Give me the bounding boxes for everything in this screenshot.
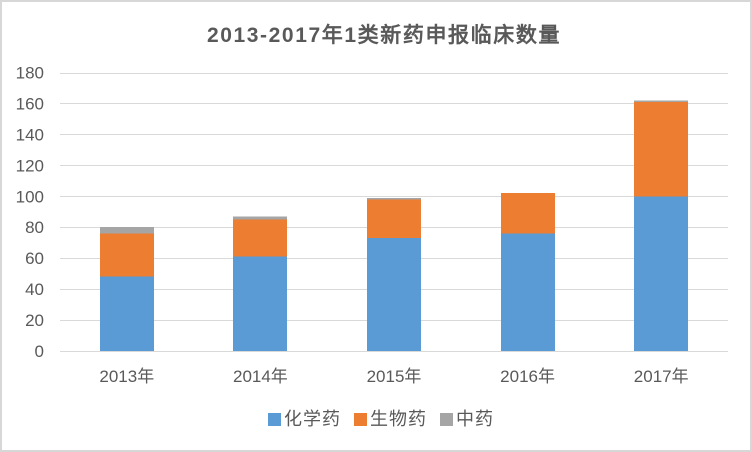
y-axis-label: 40 (25, 280, 44, 299)
bar-segment-2017年-生物药 (634, 101, 688, 197)
bar-segment-2014年-中药 (233, 216, 287, 220)
bar-segment-2014年-化学药 (233, 256, 287, 351)
bar-segment-2013年-化学药 (100, 276, 154, 351)
bar-segment-2015年-生物药 (367, 199, 421, 239)
legend-label-biological: 生物药 (370, 409, 427, 429)
y-axis-label: 120 (16, 156, 44, 175)
legend-label-chemical: 化学药 (284, 409, 341, 429)
legend-swatch-chemical (268, 412, 281, 426)
y-axis-label: 140 (16, 125, 44, 144)
bar-segment-2013年-生物药 (100, 233, 154, 277)
bar-segment-2017年-中药 (634, 100, 688, 102)
x-axis-label: 2013年 (99, 367, 154, 386)
bar-segment-2015年-化学药 (367, 238, 421, 351)
legend-swatch-biological (354, 412, 367, 426)
y-axis-label: 160 (16, 94, 44, 113)
legend-swatch-tcm (440, 412, 453, 426)
y-axis-label: 100 (16, 187, 44, 206)
chart-title: 2013-2017年1类新药申报临床数量 (206, 24, 562, 47)
x-axis-label: 2015年 (367, 367, 422, 386)
legend-item-biological: 生物药 (354, 406, 427, 432)
y-axis-label: 180 (16, 64, 44, 83)
y-axis-label: 0 (35, 342, 44, 361)
y-axis-label: 80 (25, 218, 44, 237)
x-axis-label: 2016年 (500, 367, 555, 386)
bar-segment-2015年-中药 (367, 197, 421, 200)
bar-segment-2017年-化学药 (634, 196, 688, 351)
y-axis-label: 60 (25, 249, 44, 268)
x-axis-label: 2014年 (233, 367, 288, 386)
bar-segment-2014年-生物药 (233, 219, 287, 257)
y-axis-label: 20 (25, 311, 44, 330)
legend: 化学药 生物药 中药 (7, 406, 750, 432)
legend-item-chemical: 化学药 (268, 406, 341, 432)
bar-segment-2013年-中药 (100, 227, 154, 234)
bar-segment-2016年-化学药 (501, 233, 555, 351)
x-axis-label: 2017年 (634, 367, 689, 386)
bar-segment-2016年-生物药 (501, 193, 555, 234)
legend-item-tcm: 中药 (440, 406, 494, 432)
legend-label-tcm: 中药 (456, 409, 494, 429)
